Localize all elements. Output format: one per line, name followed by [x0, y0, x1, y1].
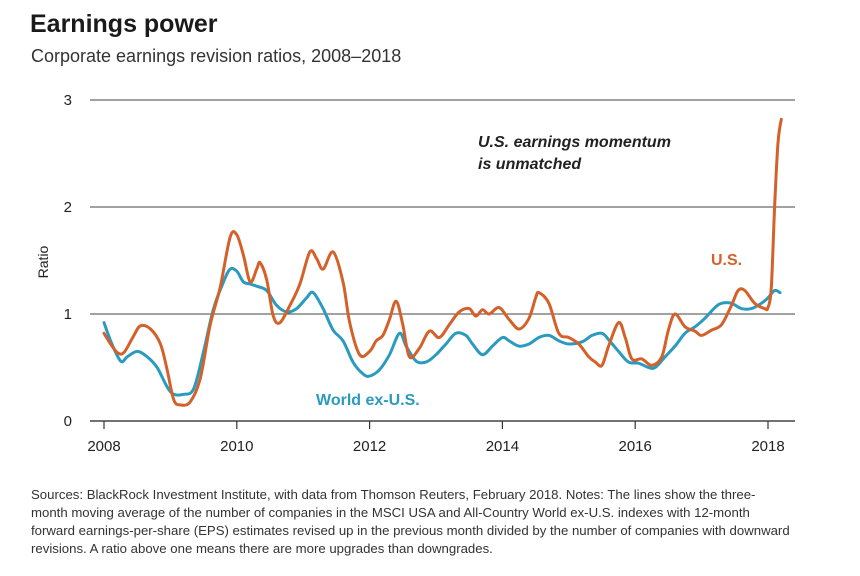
y-axis-label: Ratio — [35, 245, 51, 278]
annotation-line-1: U.S. earnings momentum — [478, 134, 671, 151]
series-label-us: U.S. — [711, 252, 742, 269]
x-tick-label: 2010 — [220, 438, 253, 455]
y-tick-label: 2 — [64, 199, 72, 216]
y-tick-label: 0 — [64, 413, 72, 430]
x-tick-label: 2014 — [486, 438, 519, 455]
y-tick-label: 3 — [64, 92, 72, 109]
x-tick-label: 2008 — [87, 438, 120, 455]
chart-title: Earnings power — [30, 10, 218, 38]
tick-layer: 0 1 2 3 2008 2010 2012 2014 2016 2018 — [64, 92, 785, 455]
chart-footnote: Sources: BlackRock Investment Institute,… — [31, 487, 790, 556]
series-line-world-ex-us — [102, 266, 782, 397]
annotation-line-2: is unmatched — [478, 156, 582, 173]
y-tick-label: 1 — [64, 306, 72, 323]
x-tick-label: 2012 — [353, 438, 386, 455]
chart-subtitle: Corporate earnings revision ratios, 2008… — [31, 46, 402, 66]
series-layer — [102, 117, 783, 407]
x-tick-label: 2016 — [619, 438, 652, 455]
grid-layer — [90, 99, 795, 422]
x-tick-label: 2018 — [751, 438, 784, 455]
series-label-world: World ex-U.S. — [316, 392, 420, 409]
series-line-us — [102, 117, 783, 407]
line-chart: 0 1 2 3 2008 2010 2012 2014 2016 2018 Ratio U.S. … — [35, 92, 795, 455]
